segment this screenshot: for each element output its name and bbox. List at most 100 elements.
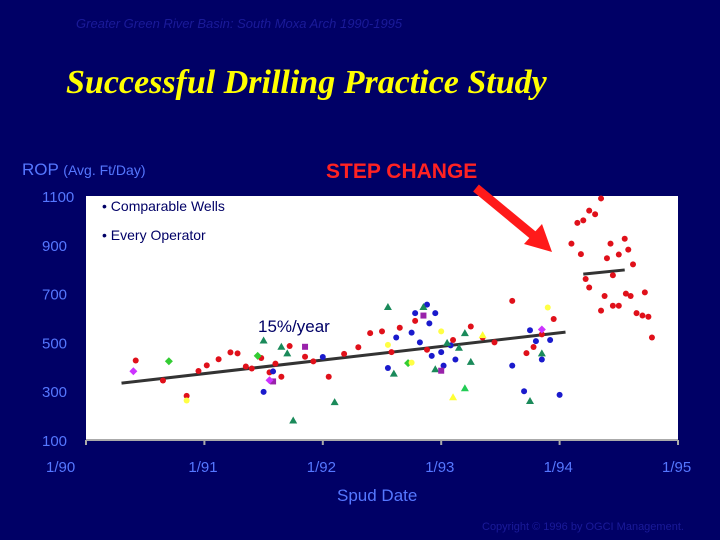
x-tick-label: 1/92 [307, 459, 336, 476]
data-point [630, 261, 637, 268]
data-point [253, 351, 262, 360]
data-point [355, 344, 362, 351]
data-point [384, 365, 391, 372]
data-point [586, 207, 593, 214]
x-axis-label: Spud Date [337, 486, 418, 505]
data-point [270, 378, 277, 385]
x-tick-label: 1/94 [544, 459, 573, 476]
data-point [530, 344, 537, 351]
trend-line [121, 330, 566, 385]
data-point [384, 341, 391, 348]
data-point [547, 336, 554, 343]
data-point [302, 343, 309, 350]
data-point [443, 338, 452, 346]
data-point [416, 339, 423, 346]
y-axis-label-unit: (Avg. Ft/Day) [63, 162, 146, 178]
data-point [426, 320, 433, 327]
data-point [526, 396, 534, 404]
data-point [432, 310, 439, 317]
y-axis-label: ROP (Avg. Ft/Day) [22, 160, 145, 180]
data-point [272, 360, 279, 367]
data-point [310, 358, 317, 365]
data-point [396, 324, 403, 331]
data-point [203, 362, 210, 369]
data-point [521, 388, 528, 395]
data-point [577, 251, 584, 258]
data-point [129, 367, 138, 376]
data-point [438, 328, 445, 335]
data-point [466, 357, 475, 365]
data-point [419, 303, 428, 311]
data-point [431, 365, 440, 373]
data-point [302, 353, 309, 360]
data-point [625, 246, 632, 253]
data-point [609, 272, 616, 279]
data-point [330, 398, 339, 406]
data-point [159, 377, 166, 384]
note-comparable-wells: • Comparable Wells [102, 198, 225, 214]
data-point [627, 293, 634, 300]
data-point [601, 293, 608, 300]
data-point [609, 302, 616, 309]
data-point [283, 349, 292, 357]
data-point [234, 350, 241, 357]
data-point [544, 304, 551, 311]
data-point [278, 373, 285, 380]
data-point [532, 338, 539, 345]
data-point [449, 393, 458, 401]
copyright-notice: Copyright © 1996 by OGCI Management. [482, 521, 684, 533]
data-point [393, 334, 400, 341]
data-point [367, 330, 374, 337]
data-point [389, 369, 398, 377]
data-point [622, 290, 629, 297]
trend-rate-label: 15%/year [258, 317, 330, 336]
data-point [615, 251, 622, 258]
data-point [183, 397, 190, 404]
data-point [379, 328, 385, 335]
data-point [259, 336, 268, 344]
data-point [598, 307, 605, 314]
y-tick-label: 1100 [42, 189, 74, 206]
trend-line [583, 268, 625, 276]
data-point [265, 376, 274, 385]
data-point [341, 350, 348, 357]
data-point [592, 211, 599, 218]
chart-title: Successful Drilling Practice Study [66, 64, 547, 101]
data-point [325, 373, 332, 380]
data-point [574, 219, 581, 226]
data-point [260, 388, 267, 395]
data-point [242, 363, 249, 370]
data-point [598, 195, 605, 202]
data-point [633, 310, 640, 317]
y-tick-label: 700 [42, 287, 67, 304]
data-point [452, 356, 459, 363]
y-tick-label: 100 [42, 433, 67, 450]
y-tick-label: 500 [42, 335, 67, 352]
data-point [183, 392, 190, 399]
data-point [440, 362, 447, 369]
data-point [277, 342, 286, 350]
data-point [639, 312, 646, 319]
data-point [408, 359, 415, 366]
data-point [438, 367, 445, 374]
data-point [645, 313, 652, 320]
data-point [248, 365, 255, 372]
data-point [319, 354, 326, 361]
y-tick-label: 900 [42, 238, 67, 255]
data-point [509, 362, 516, 369]
data-point [428, 352, 435, 359]
step-change-label: STEP CHANGE [326, 160, 478, 183]
data-point [289, 416, 298, 424]
data-point [423, 346, 430, 353]
data-point [478, 331, 487, 339]
data-point [582, 275, 589, 282]
data-point [538, 356, 545, 363]
data-point [586, 284, 593, 291]
data-point [523, 350, 530, 357]
data-point [550, 315, 557, 322]
data-point [132, 357, 139, 364]
data-point [621, 235, 628, 242]
data-point [603, 255, 610, 262]
data-point [195, 367, 202, 374]
data-point [227, 349, 234, 356]
